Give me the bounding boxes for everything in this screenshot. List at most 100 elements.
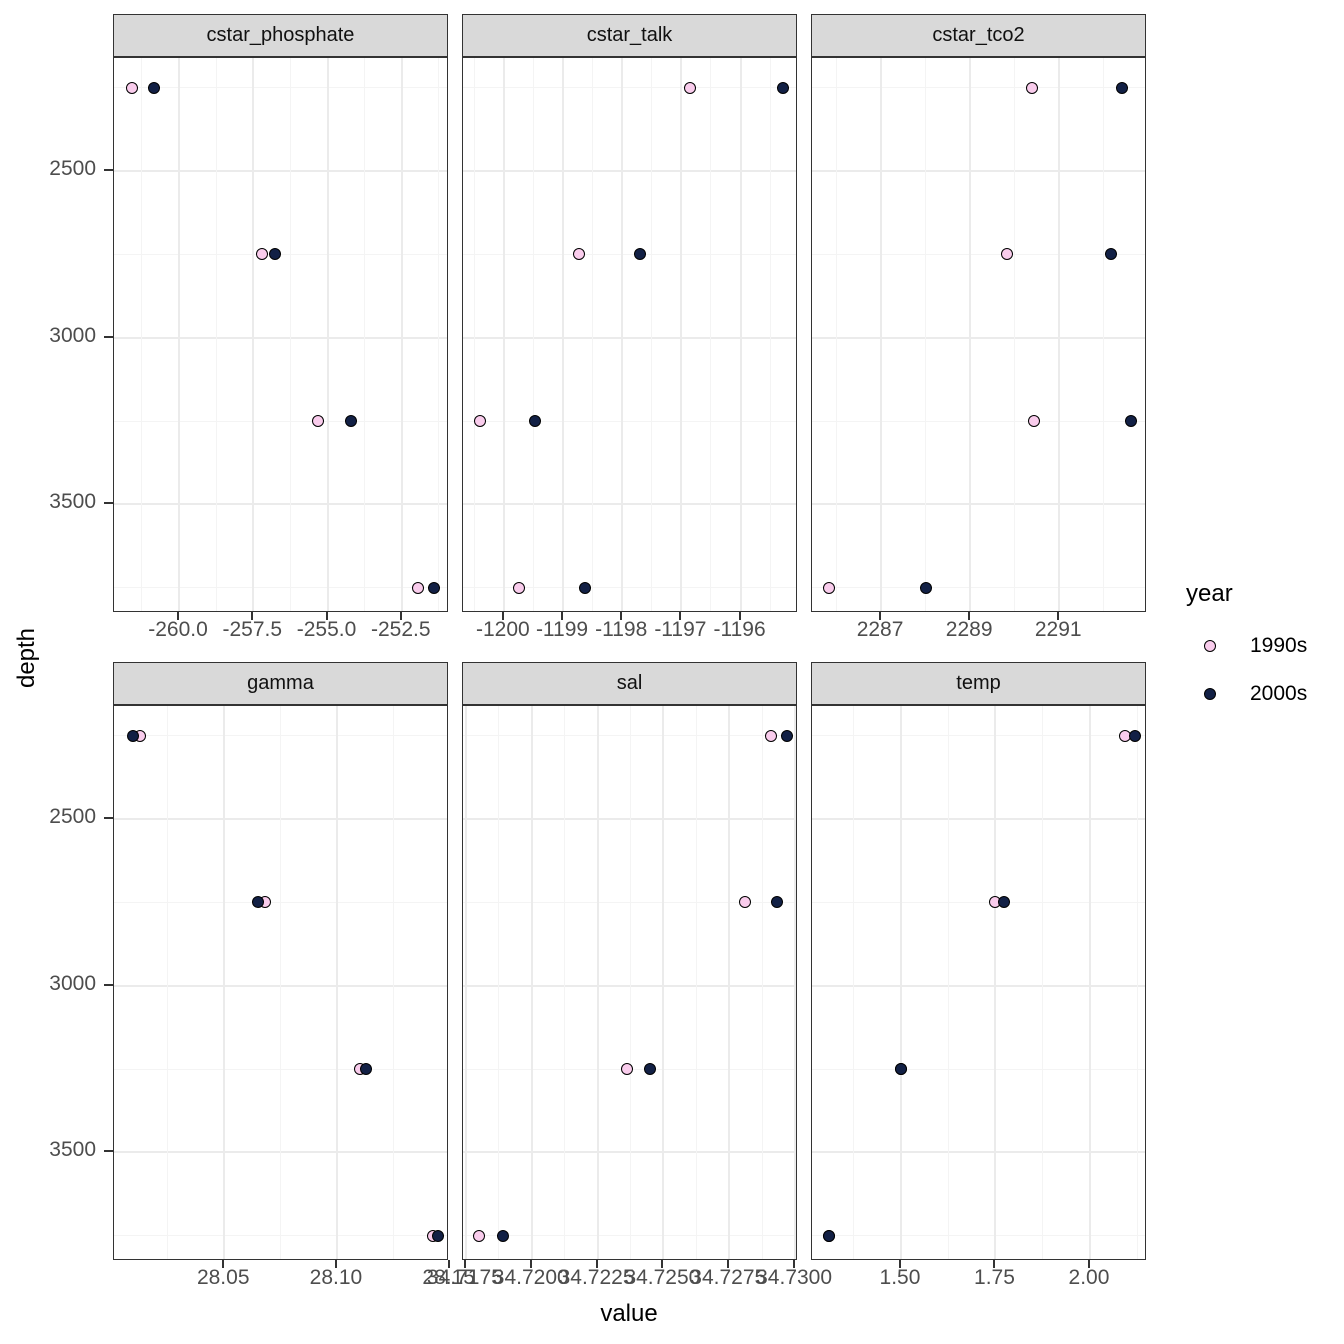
gridline-minor-x xyxy=(1103,58,1105,611)
gridline-major-x xyxy=(335,706,338,1259)
data-point-1990s xyxy=(739,896,752,909)
facet-strip-label: cstar_tco2 xyxy=(932,24,1025,46)
gridline-minor-y xyxy=(114,587,447,589)
x-tick-label: 28.10 xyxy=(309,1266,363,1289)
gridline-minor-x xyxy=(473,58,475,611)
gridline-major-x xyxy=(502,58,505,611)
x-tick-mark xyxy=(1087,1260,1090,1268)
data-point-2000s xyxy=(776,81,789,94)
data-point-2000s xyxy=(1128,729,1141,742)
gridline-minor-x xyxy=(592,58,594,611)
gridline-major-x xyxy=(530,706,533,1259)
legend: year 1990s 2000s xyxy=(1186,580,1336,728)
gridline-major-x xyxy=(326,58,329,611)
facet-strip-sal: sal xyxy=(462,662,797,705)
data-point-2000s xyxy=(633,248,646,261)
gridline-minor-y xyxy=(812,253,1145,255)
gridline-major-x xyxy=(178,58,181,611)
x-tick-mark xyxy=(661,1260,664,1268)
y-tick-mark xyxy=(104,1150,113,1153)
gridline-minor-x xyxy=(532,58,534,611)
legend-item-1990s: 1990s xyxy=(1186,632,1336,660)
data-point-1990s xyxy=(513,581,526,594)
y-tick-label: 3000 xyxy=(49,323,96,347)
gridline-minor-x xyxy=(651,58,653,611)
data-point-2000s xyxy=(344,415,357,427)
gridline-major-x xyxy=(621,58,624,611)
data-point-1990s xyxy=(823,581,836,594)
gridline-minor-x xyxy=(925,58,927,611)
gridline-minor-x xyxy=(947,706,949,1259)
gridline-major-x xyxy=(1058,58,1061,611)
gridline-major-y xyxy=(812,170,1145,172)
gridline-minor-y xyxy=(812,420,1145,422)
facet-strip-cstar_phosphate: cstar_phosphate xyxy=(113,14,448,57)
facet-strip-label: gamma xyxy=(247,672,314,694)
x-tick-mark xyxy=(1057,612,1060,620)
facet-panel-cstar_phosphate xyxy=(113,57,448,612)
x-tick-mark xyxy=(222,1260,225,1268)
data-point-1990s xyxy=(620,1063,633,1075)
gridline-minor-y xyxy=(463,420,796,422)
x-tick-label: -255.0 xyxy=(296,618,357,641)
gridline-major-x xyxy=(969,58,972,611)
data-point-2000s xyxy=(1105,248,1118,261)
data-point-2000s xyxy=(428,581,441,594)
facet-strip-label: cstar_talk xyxy=(586,24,673,46)
x-tick-label: 2.00 xyxy=(1068,1266,1110,1289)
data-point-2000s xyxy=(770,896,783,909)
gridline-major-x xyxy=(596,706,599,1259)
legend-key-1990s-icon xyxy=(1204,640,1216,652)
data-point-2000s xyxy=(529,415,542,427)
gridline-minor-x xyxy=(853,706,855,1259)
gridline-major-x xyxy=(899,706,902,1259)
x-tick-mark xyxy=(251,612,254,620)
x-tick-mark xyxy=(334,1260,337,1268)
gridline-minor-x xyxy=(769,58,771,611)
gridline-major-x xyxy=(562,58,565,611)
data-point-1990s xyxy=(125,81,138,94)
x-tick-mark xyxy=(561,612,564,620)
x-tick-label: -1200 xyxy=(475,618,530,641)
y-tick-mark xyxy=(104,169,113,171)
legend-title: year xyxy=(1186,580,1233,607)
legend-key-2000s-icon xyxy=(1204,688,1216,700)
gridline-major-y xyxy=(463,1151,796,1154)
gridline-major-y xyxy=(812,1151,1145,1154)
x-tick-mark xyxy=(177,612,180,620)
gridline-major-x xyxy=(739,58,742,611)
gridline-minor-y xyxy=(812,587,1145,589)
legend-item-2000s: 2000s xyxy=(1186,680,1336,708)
x-tick-mark xyxy=(727,1260,730,1268)
x-tick-label: 34.7200 xyxy=(492,1266,569,1289)
gridline-major-x xyxy=(728,706,731,1259)
data-point-1990s xyxy=(765,729,778,742)
legend-label-1990s: 1990s xyxy=(1250,634,1308,657)
gridline-minor-y xyxy=(114,87,447,89)
gridline-minor-y xyxy=(812,735,1145,737)
gridline-minor-y xyxy=(463,587,796,589)
x-tick-label: 34.7250 xyxy=(624,1266,701,1289)
gridline-minor-x xyxy=(1136,706,1138,1259)
data-point-2000s xyxy=(268,248,281,261)
facet-strip-cstar_tco2: cstar_tco2 xyxy=(811,14,1146,57)
x-tick-mark xyxy=(738,612,741,620)
data-point-1990s xyxy=(473,1229,486,1242)
facet-panel-temp xyxy=(811,705,1146,1260)
gridline-minor-x xyxy=(215,58,217,611)
gridline-major-y xyxy=(114,336,447,339)
gridline-major-x xyxy=(680,58,683,611)
gridline-major-y xyxy=(812,503,1145,506)
gridline-minor-y xyxy=(114,420,447,422)
gridline-minor-x xyxy=(761,706,763,1259)
gridline-minor-x xyxy=(167,706,169,1259)
x-tick-mark xyxy=(529,1260,532,1268)
x-tick-label: 1.75 xyxy=(974,1266,1015,1289)
data-point-2000s xyxy=(360,1063,373,1075)
gridline-minor-y xyxy=(463,1235,796,1237)
facet-panel-gamma xyxy=(113,705,448,1260)
x-axis-title: value xyxy=(600,1300,658,1327)
gridline-major-y xyxy=(812,818,1145,820)
x-tick-label: -260.0 xyxy=(148,618,208,641)
y-tick-mark xyxy=(104,817,113,819)
